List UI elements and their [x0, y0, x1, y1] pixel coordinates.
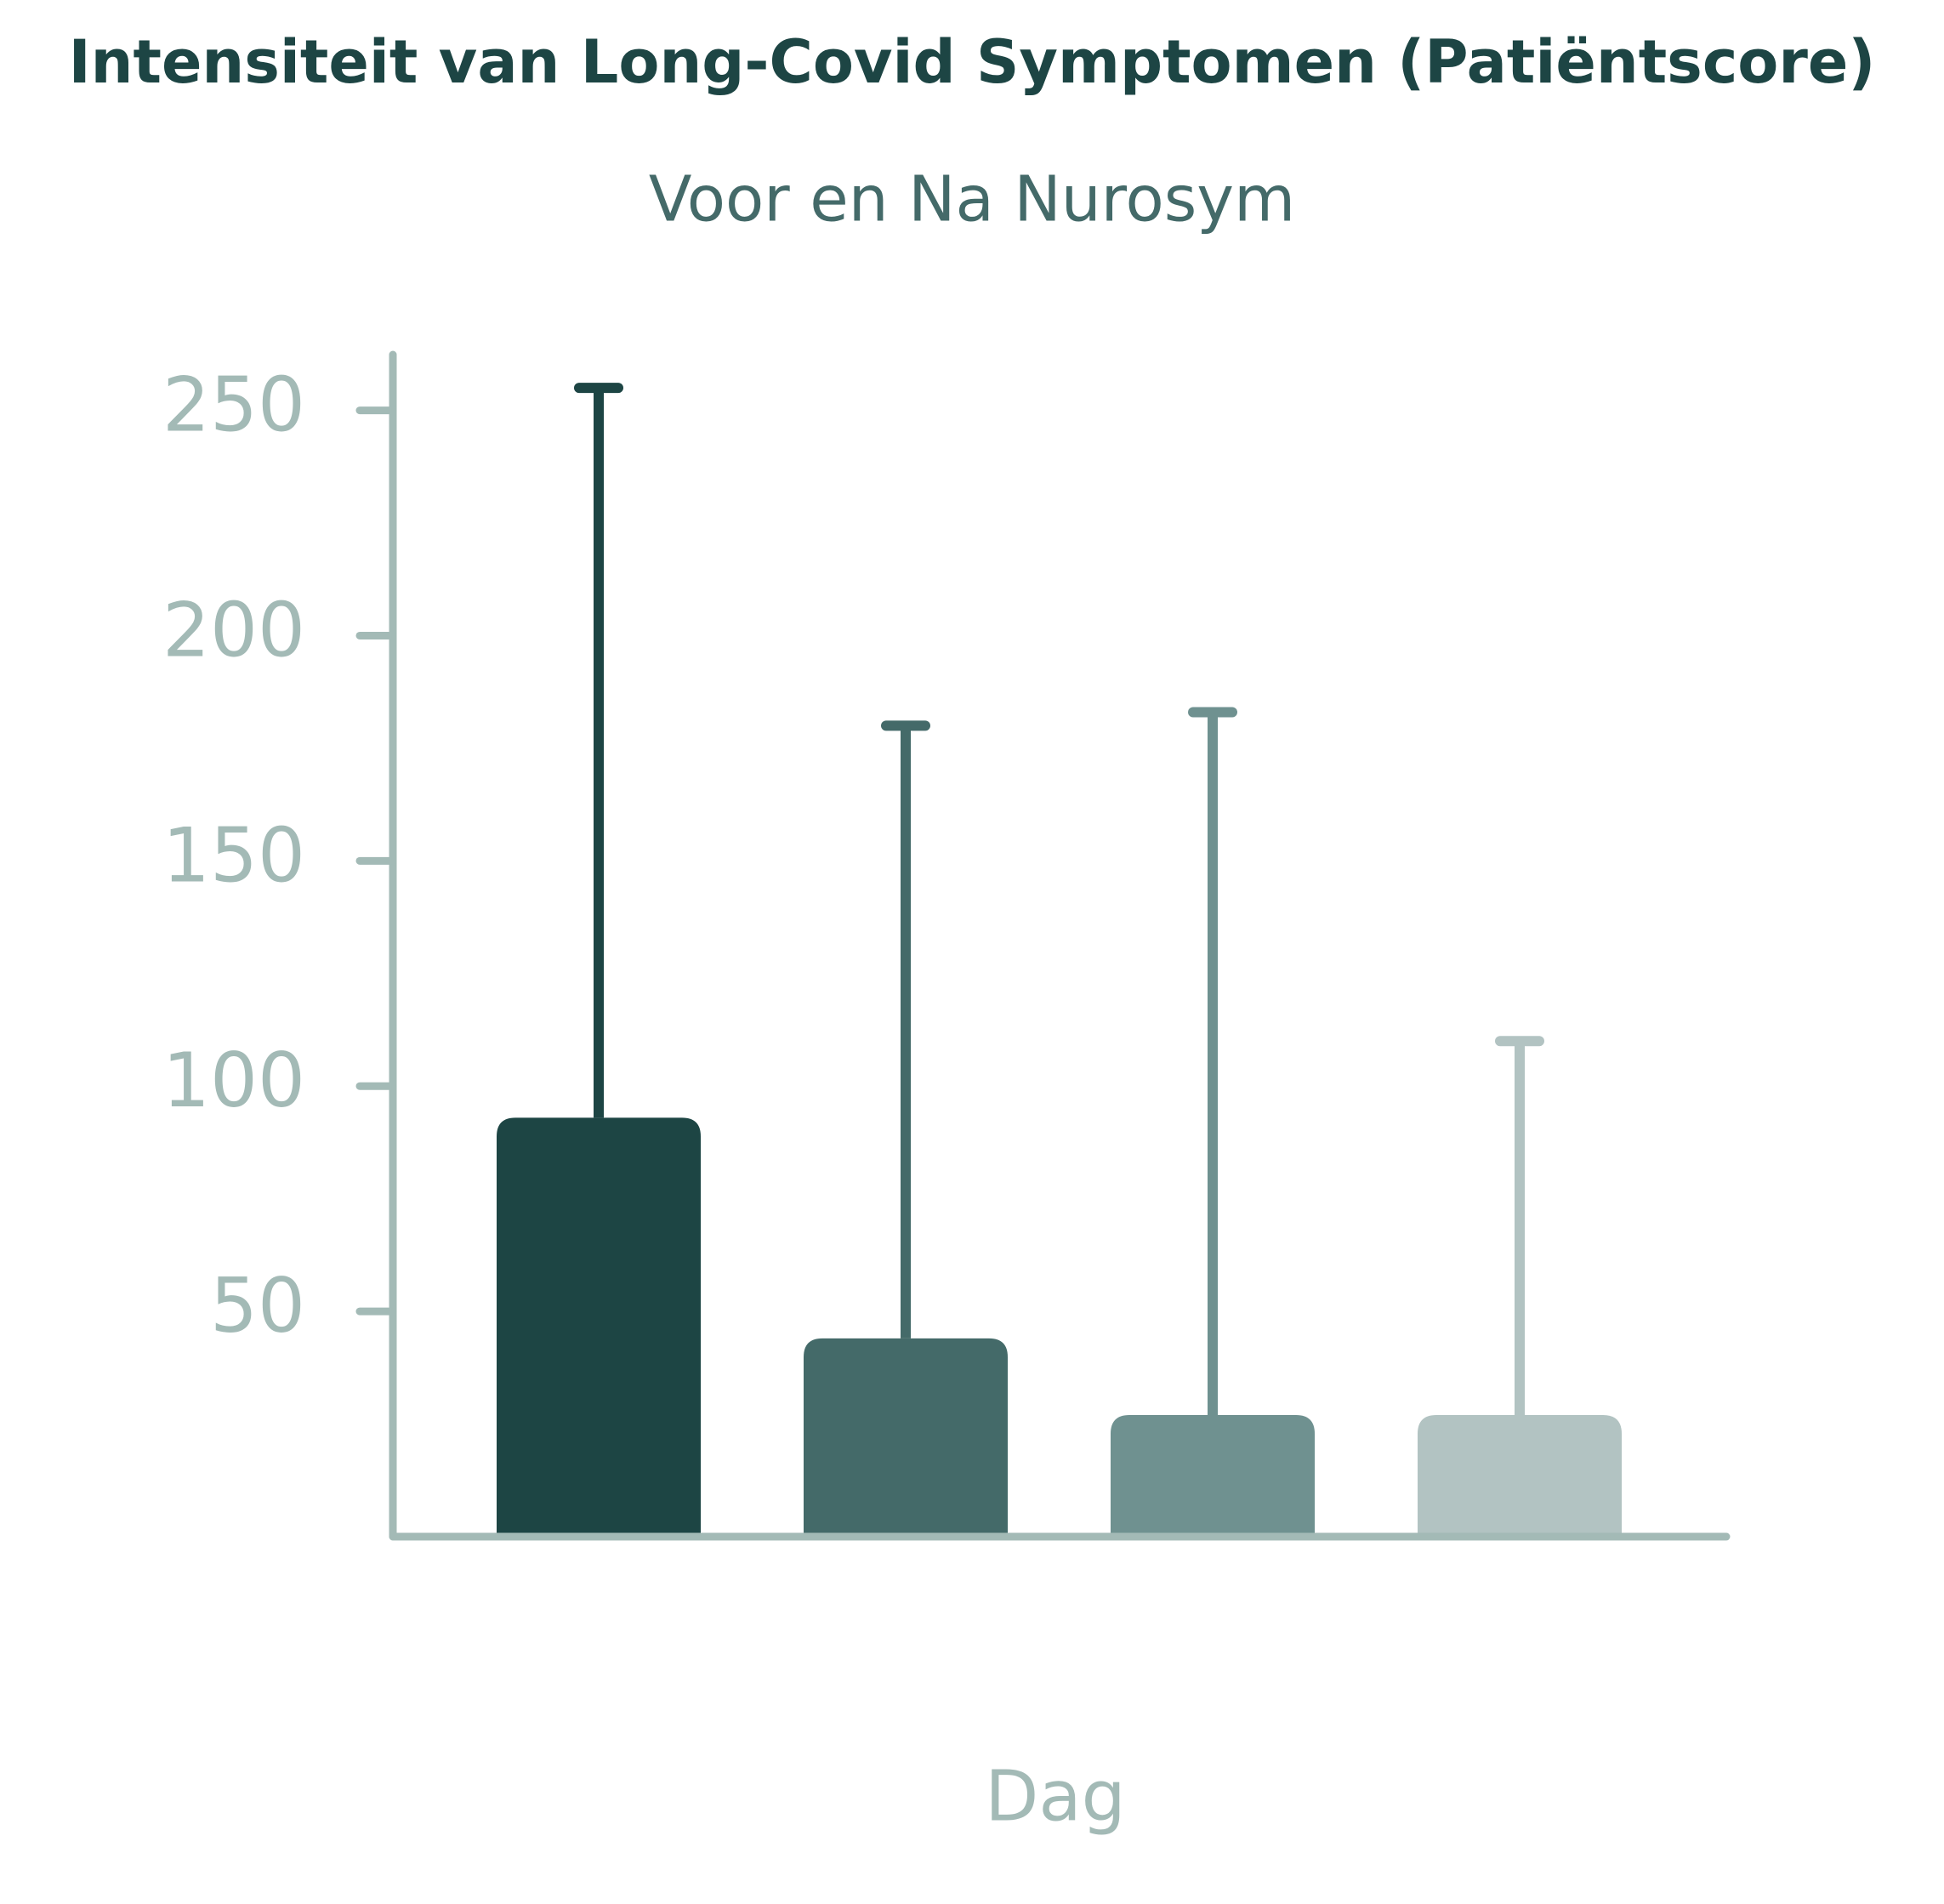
chart-title: Intensiteit van Long-Covid Symptomen (Pa…: [69, 27, 1876, 97]
y-tick-label: 50: [210, 1262, 305, 1350]
chart-subtitle: Voor en Na Nurosym: [649, 163, 1295, 236]
bar: [1418, 1414, 1622, 1537]
y-tick-label: 200: [162, 586, 305, 674]
y-tick-label: 250: [162, 361, 305, 448]
bar: [497, 1117, 701, 1537]
bar: [804, 1338, 1008, 1537]
y-tick-label: 100: [162, 1037, 305, 1124]
bar: [1111, 1414, 1315, 1537]
y-tick-label: 150: [162, 811, 305, 899]
x-axis-label: Dag: [985, 1756, 1125, 1837]
